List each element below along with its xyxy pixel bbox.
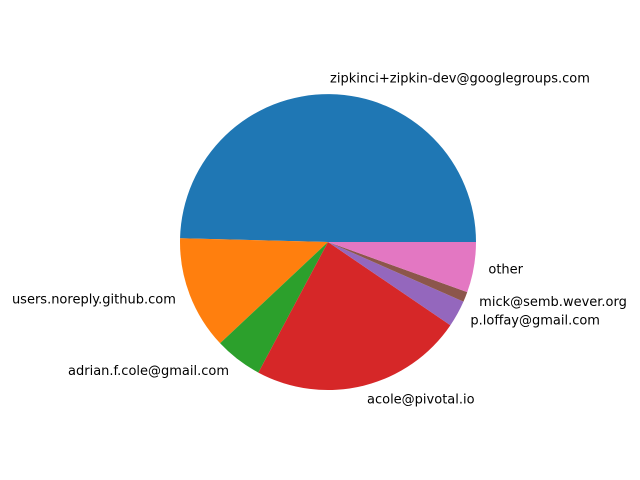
pie-slice-label-1: users.noreply.github.com <box>12 293 176 308</box>
pie-slice-5 <box>328 242 468 302</box>
pie-labels: zipkinci+zipkin-dev@googlegroups.com user… <box>12 72 627 408</box>
pie-slice-label-0: zipkinci+zipkin-dev@googlegroups.com <box>330 72 590 87</box>
pie-slice-6 <box>328 242 476 293</box>
pie-slice-0 <box>180 94 477 242</box>
pie-slice-2 <box>220 242 328 373</box>
pie-slice-label-2: adrian.f.cole@gmail.com <box>68 364 229 379</box>
pie-slices <box>180 94 477 391</box>
pie-slice-label-6: other <box>488 262 523 277</box>
pie-slice-label-5: mick@semb.wever.org <box>479 295 627 310</box>
pie-slice-label-3: acole@pivotal.io <box>367 393 475 408</box>
pie-slice-4 <box>328 242 464 326</box>
pie-slice-3 <box>258 242 451 391</box>
pie-slice-1 <box>180 238 328 344</box>
pie-slice-label-4: p.loffay@gmail.com <box>470 313 600 328</box>
